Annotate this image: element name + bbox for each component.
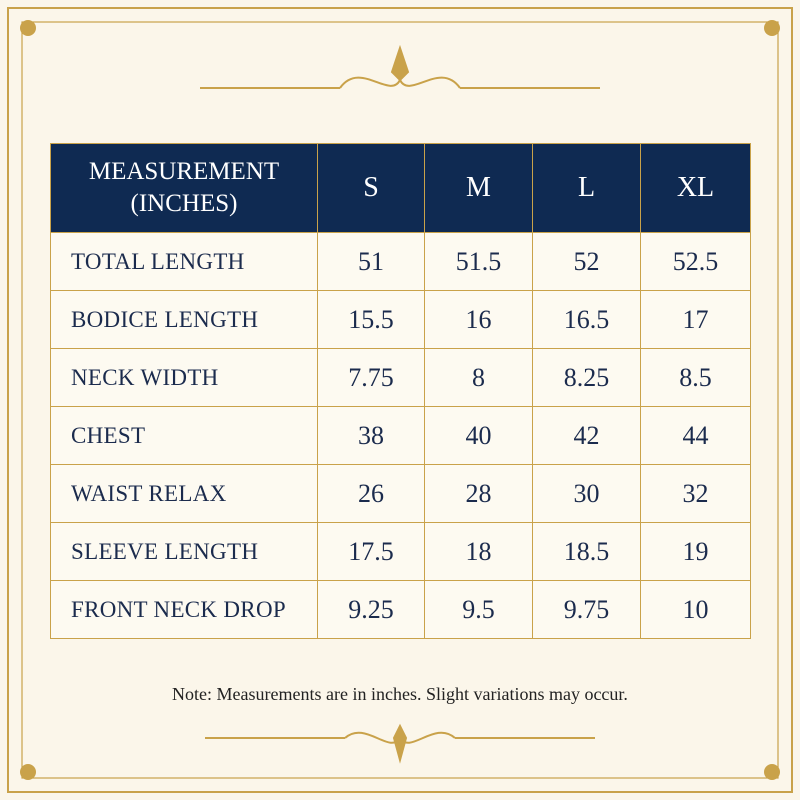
table-row: NECK WIDTH 7.75 8 8.25 8.5 <box>50 348 751 407</box>
row-label: WAIST RELAX <box>50 464 318 523</box>
value-cell: 52 <box>532 232 641 291</box>
value-cell: 52.5 <box>640 232 751 291</box>
table-row: TOTAL LENGTH 51 51.5 52 52.5 <box>50 232 751 291</box>
table-row: CHEST 38 40 42 44 <box>50 406 751 465</box>
note: Note: Measurements are in inches. Slight… <box>172 684 628 704</box>
value-cell: 15.5 <box>317 290 425 349</box>
size-table: MEASUREMENT (INCHES) S M L XL TOTAL LENGTH 51… <box>50 143 751 639</box>
value-cell: 10 <box>640 580 751 639</box>
value-cell: 16 <box>424 290 533 349</box>
inner-border <box>21 21 779 779</box>
value-cell: 51.5 <box>424 232 533 291</box>
value-cell: 32 <box>640 464 751 523</box>
value-cell: 42 <box>532 406 641 465</box>
table-row: BODICE LENGTH 15.5 16 16.5 17 <box>50 290 751 349</box>
value-cell: 16.5 <box>532 290 641 349</box>
header-cell: M <box>424 143 533 233</box>
corner-ornaments <box>20 20 780 780</box>
header-cell: MEASUREMENT (INCHES) <box>50 143 318 233</box>
header-cell: XL <box>640 143 751 233</box>
value-cell: 9.25 <box>317 580 425 639</box>
bottom-ornament <box>205 723 595 764</box>
value-cell: 8.25 <box>532 348 641 407</box>
row-label: NECK WIDTH <box>50 348 318 407</box>
table-row: SLEEVE LENGTH 17.5 18 18.5 19 <box>50 522 751 581</box>
value-cell: 18.5 <box>532 522 641 581</box>
value-cell: 7.75 <box>317 348 425 407</box>
header-cell: L <box>532 143 641 233</box>
value-cell: 9.5 <box>424 580 533 639</box>
value-cell: 44 <box>640 406 751 465</box>
row-label: CHEST <box>50 406 318 465</box>
header-cell: S <box>317 143 425 233</box>
row-label: TOTAL LENGTH <box>50 232 318 291</box>
value-cell: 19 <box>640 522 751 581</box>
value-cell: 28 <box>424 464 533 523</box>
value-cell: 8 <box>424 348 533 407</box>
value-cell: 26 <box>317 464 425 523</box>
value-cell: 18 <box>424 522 533 581</box>
row-label: FRONT NECK DROP <box>50 580 318 639</box>
value-cell: 51 <box>317 232 425 291</box>
outer-border <box>7 7 793 793</box>
value-cell: 30 <box>532 464 641 523</box>
value-cell: 17.5 <box>317 522 425 581</box>
table-row: WAIST RELAX 26 28 30 32 <box>50 464 751 523</box>
row-label: SLEEVE LENGTH <box>50 522 318 581</box>
header-row: MEASUREMENT (INCHES) S M L XL <box>50 143 751 233</box>
table-row: FRONT NECK DROP 9.25 9.5 9.75 10 <box>50 580 751 639</box>
row-label: BODICE LENGTH <box>50 290 318 349</box>
value-cell: 38 <box>317 406 425 465</box>
value-cell: 8.5 <box>640 348 751 407</box>
value-cell: 9.75 <box>532 580 641 639</box>
top-ornament <box>200 44 600 89</box>
value-cell: 40 <box>424 406 533 465</box>
value-cell: 17 <box>640 290 751 349</box>
table-body: TOTAL LENGTH 51 51.5 52 52.5 BODICE LENGTH 15.… <box>50 232 751 639</box>
